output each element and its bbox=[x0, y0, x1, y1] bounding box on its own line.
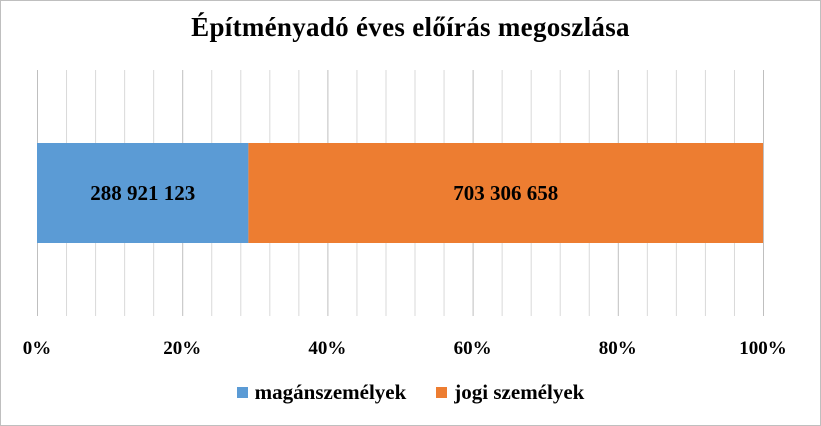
x-tick-label: 100% bbox=[739, 338, 787, 359]
x-tick-label: 80% bbox=[599, 338, 637, 359]
legend-swatch-legal bbox=[436, 387, 448, 398]
data-label-private: 288 921 123 bbox=[90, 181, 195, 205]
x-axis: 0% 20% 40% 60% 80% 100% bbox=[23, 338, 787, 359]
chart-title: Építményadó éves előírás megoszlása bbox=[191, 12, 630, 42]
bar-legal bbox=[248, 143, 763, 243]
x-tick-label: 0% bbox=[23, 338, 52, 359]
data-labels: 288 921 123 703 306 658 bbox=[90, 181, 558, 205]
legend-swatch-private bbox=[236, 387, 248, 398]
legend-label-legal: jogi személyek bbox=[454, 380, 585, 404]
legend-item-private: magánszemélyek bbox=[236, 380, 407, 405]
bars bbox=[37, 143, 763, 243]
bar-private bbox=[37, 143, 249, 243]
x-tick-label: 40% bbox=[308, 338, 346, 359]
x-tick-label: 20% bbox=[163, 338, 201, 359]
legend-label-private: magánszemélyek bbox=[254, 380, 407, 404]
x-tick-label: 60% bbox=[454, 338, 492, 359]
legend-item-legal: jogi személyek bbox=[436, 380, 584, 405]
legend: magánszemélyek jogi személyek bbox=[0, 380, 821, 405]
data-label-legal: 703 306 658 bbox=[453, 181, 558, 205]
